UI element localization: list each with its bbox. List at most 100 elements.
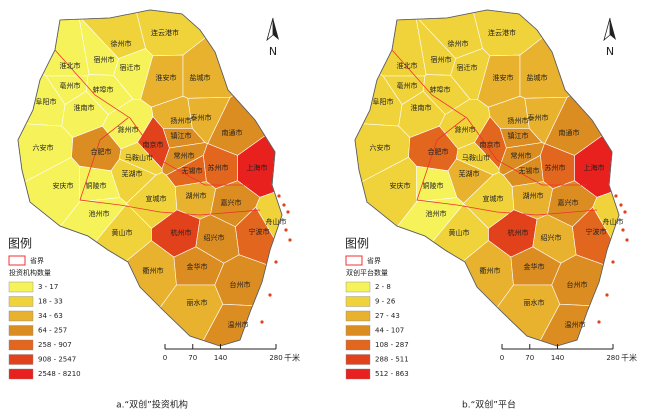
city-label: 阜阳市 [36,97,57,106]
city-label: 无锡市 [519,166,540,175]
city-label: 金华市 [524,262,545,271]
boundary-label: 省界 [367,256,381,265]
city-label: 南京市 [143,140,164,149]
city-label: 上海市 [584,163,605,172]
north-arrow [610,18,616,40]
city-label: 淮安市 [156,73,177,82]
island [619,203,623,207]
city-label: 六安市 [370,143,391,152]
legend-label: 908 - 2547 [38,356,76,364]
city-label: 蚌埠市 [430,85,451,94]
city-label: 湖州市 [186,191,207,200]
city-label: 宁波市 [586,227,607,236]
legend-label: 512 - 863 [375,370,409,378]
island [614,194,618,198]
city-label: 合肥市 [91,147,112,156]
island [623,210,627,214]
city-label: 蚌埠市 [93,85,114,94]
island [284,228,288,232]
legend-swatch [8,310,34,322]
north-arrow-half [603,17,611,42]
city-label: 舟山市 [266,217,287,226]
island [286,210,290,214]
city-label: 黄山市 [449,228,470,237]
city-label: 南通市 [222,128,243,137]
city-label: 宿州市 [431,55,452,64]
legend-heading: 图例 [345,237,369,251]
city-label: 泰州市 [191,113,212,122]
province-outline [17,9,283,347]
legend-label: 27 - 43 [375,312,400,320]
island [625,238,629,242]
city-label: 安庆市 [53,181,74,190]
city-label: 金华市 [187,262,208,271]
city-label: 淮安市 [493,73,514,82]
city-label: 衢州市 [143,266,164,275]
scale-label: 280 [269,354,282,362]
city-label: 舟山市 [603,217,624,226]
city-label: 亳州市 [397,81,418,90]
island [611,260,615,264]
city-label: 丽水市 [187,298,208,307]
legend-swatch [345,325,371,336]
city-label: 温州市 [228,320,249,329]
legend-label: 9 - 26 [375,298,396,306]
city-label: 扬州市 [171,116,192,125]
legend-label: 288 - 511 [375,356,409,364]
island [274,260,278,264]
island [282,203,286,207]
city-label: 台州市 [567,280,588,289]
city-label: 合肥市 [428,147,449,156]
city-label: 淮北市 [60,61,81,70]
legend-swatch [8,325,34,336]
legend-swatch [345,281,371,293]
legend-heading: 图例 [8,237,32,251]
city-label: 宿迁市 [457,63,478,72]
legend-swatch [345,368,371,380]
city-label: 无锡市 [182,166,203,175]
city-label: 扬州市 [508,116,529,125]
island [597,320,601,324]
map-caption: a.“双创”投资机构 [116,399,188,411]
province-boundary [391,49,598,216]
map-caption: b.“双创”平台 [462,399,516,411]
island [605,293,609,297]
city-label: 宣城市 [146,194,167,203]
legend-label: 64 - 257 [38,327,67,335]
scale-label: 280 [606,354,619,362]
legend-label: 2 - 8 [375,283,391,291]
city-label: 连云港市 [151,28,179,37]
legend-label: 2548 - 8210 [38,370,81,378]
city-label: 嘉兴市 [221,198,242,207]
scale-label: 140 [551,354,564,362]
legend-swatch [8,281,34,293]
boundary-swatch [8,255,26,266]
city-label: 马鞍山市 [462,153,490,162]
north-label: N [606,45,614,58]
scale-unit: 千米 [284,353,300,363]
city-label: 常州市 [174,151,195,160]
city-label: 宿州市 [94,55,115,64]
city-label: 马鞍山市 [125,153,153,162]
city-label: 徐州市 [111,39,132,48]
legend-label: 18 - 33 [38,298,63,306]
city-label: 连云港市 [488,28,516,37]
city-label: 南京市 [480,140,501,149]
legend-label: 258 - 907 [38,341,72,349]
province-boundary [54,49,261,216]
city-label: 常州市 [511,151,532,160]
city-label: 徐州市 [448,39,469,48]
city-label: 亳州市 [60,81,81,90]
legend-label: 3 - 17 [38,283,58,291]
city-label: 安庆市 [390,181,411,190]
city-label: 南通市 [559,128,580,137]
city-label: 盐城市 [190,73,211,82]
north-arrow-half [266,17,274,42]
legend-swatch [8,368,34,380]
city-label: 芜湖市 [122,169,143,178]
north-label: N [269,45,277,58]
